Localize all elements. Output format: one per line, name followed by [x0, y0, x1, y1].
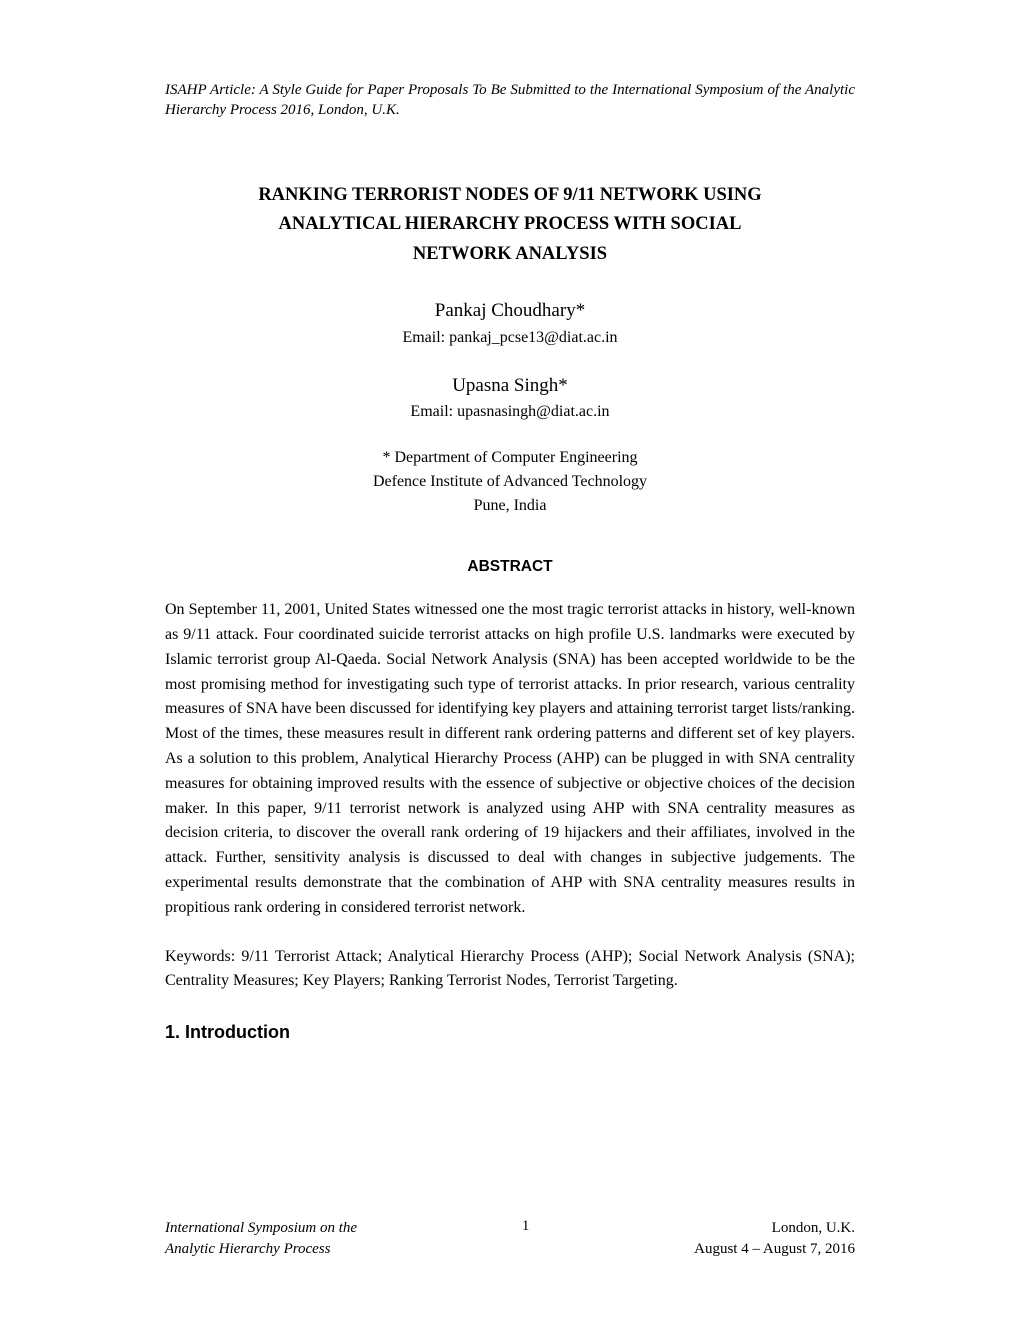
- header-note: ISAHP Article: A Style Guide for Paper P…: [165, 80, 855, 121]
- footer-page-number: 1: [522, 1218, 530, 1235]
- footer-left-line-2: Analytic Hierarchy Process: [165, 1239, 357, 1260]
- author-email-1: Email: pankaj_pcse13@diat.ac.in: [165, 326, 855, 350]
- abstract-body: On September 11, 2001, United States wit…: [165, 598, 855, 920]
- title-line-3: NETWORK ANALYSIS: [165, 240, 855, 270]
- title-line-2: ANALYTICAL HIERARCHY PROCESS WITH SOCIAL: [165, 210, 855, 240]
- affiliation-block: * Department of Computer Engineering Def…: [165, 446, 855, 518]
- author-block-2: Upasna Singh* Email: upasnasingh@diat.ac…: [165, 372, 855, 425]
- author-block-1: Pankaj Choudhary* Email: pankaj_pcse13@d…: [165, 297, 855, 350]
- author-name-2: Upasna Singh*: [165, 372, 855, 401]
- affiliation-line-1: * Department of Computer Engineering: [165, 446, 855, 470]
- footer-right: London, U.K. August 4 – August 7, 2016: [694, 1218, 855, 1260]
- section-heading-introduction: 1. Introduction: [165, 1022, 855, 1043]
- keywords: Keywords: 9/11 Terrorist Attack; Analyti…: [165, 945, 855, 995]
- author-email-2: Email: upasnasingh@diat.ac.in: [165, 400, 855, 424]
- abstract-heading: ABSTRACT: [165, 558, 855, 576]
- paper-title: RANKING TERRORIST NODES OF 9/11 NETWORK …: [165, 181, 855, 270]
- title-line-1: RANKING TERRORIST NODES OF 9/11 NETWORK …: [165, 181, 855, 211]
- footer-left: International Symposium on the Analytic …: [165, 1218, 357, 1260]
- page-footer: International Symposium on the Analytic …: [165, 1218, 855, 1260]
- affiliation-line-2: Defence Institute of Advanced Technology: [165, 470, 855, 494]
- footer-right-line-2: August 4 – August 7, 2016: [694, 1239, 855, 1260]
- footer-right-line-1: London, U.K.: [694, 1218, 855, 1239]
- affiliation-line-3: Pune, India: [165, 494, 855, 518]
- footer-left-line-1: International Symposium on the: [165, 1218, 357, 1239]
- author-name-1: Pankaj Choudhary*: [165, 297, 855, 326]
